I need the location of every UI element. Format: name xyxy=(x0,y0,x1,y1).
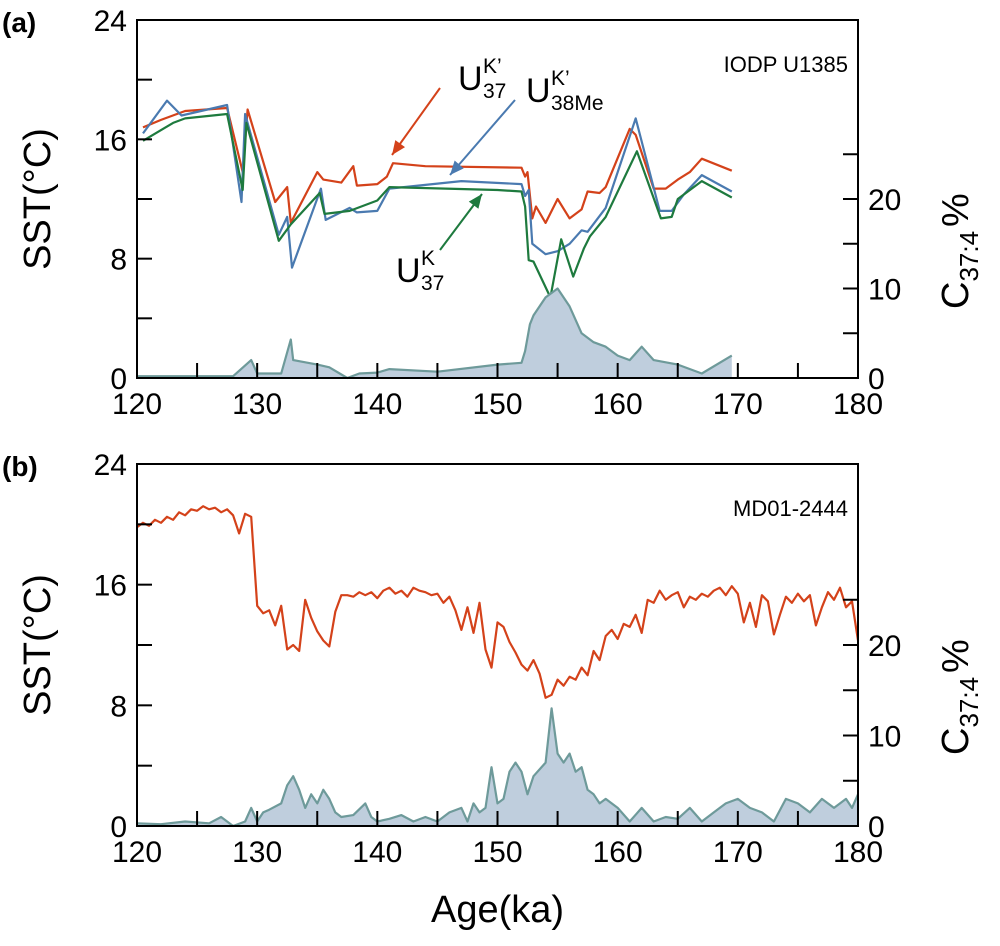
y2-label-sub: 37:4 xyxy=(954,677,984,728)
x-tick-label: 140 xyxy=(352,836,402,869)
series-label-sub: 37 xyxy=(421,272,444,295)
x-tick-label: 120 xyxy=(112,388,162,421)
series-label-sub: 37 xyxy=(483,80,506,103)
area-line xyxy=(136,707,860,828)
y-tick-label: 16 xyxy=(94,570,127,603)
x-tick-label: 140 xyxy=(352,388,402,421)
x-tick-label: 130 xyxy=(232,836,282,869)
y2-tick-label: 0 xyxy=(868,363,885,396)
y-axis-label: SST(°C) xyxy=(17,128,59,270)
x-tick-label: 150 xyxy=(472,836,522,869)
arrow-head xyxy=(450,160,464,175)
y-tick-label: 24 xyxy=(94,5,127,38)
y2-axis-label: C37:4% xyxy=(935,639,984,755)
y-tick-label: 0 xyxy=(110,363,127,396)
y-axis-label: SST(°C) xyxy=(17,574,59,716)
x-tick-label: 160 xyxy=(593,836,643,869)
x-tick-label: 160 xyxy=(593,388,643,421)
y2-axis-label: C37:4% xyxy=(935,193,984,309)
series-label-base: U xyxy=(526,72,551,110)
site-annotation: IODP U1385 xyxy=(724,52,848,77)
y2-label-base: C xyxy=(935,728,977,755)
y2-tick-label: 10 xyxy=(868,274,901,307)
series-line xyxy=(142,99,733,269)
series-line xyxy=(142,106,733,224)
series-label-sup: K xyxy=(421,247,435,270)
series-line xyxy=(142,112,733,299)
panel-label: (a) xyxy=(2,7,36,38)
x-tick-label: 180 xyxy=(833,836,883,869)
y-tick-label: 16 xyxy=(94,124,127,157)
arrow-line xyxy=(449,99,516,176)
series-line xyxy=(136,505,860,699)
site-annotation: MD01-2444 xyxy=(733,496,848,521)
y-tick-label: 24 xyxy=(94,449,127,482)
y-tick-label: 0 xyxy=(110,811,127,844)
y2-tick-label: 10 xyxy=(868,721,901,754)
area-fill xyxy=(137,708,858,826)
y2-label-tail: % xyxy=(935,193,977,227)
x-axis-label: Age(ka) xyxy=(431,889,564,931)
y-tick-label: 8 xyxy=(110,690,127,723)
y2-tick-label: 0 xyxy=(868,811,885,844)
y2-label-base: C xyxy=(935,282,977,309)
x-tick-label: 170 xyxy=(713,388,763,421)
series-label-sub: 38Me xyxy=(551,92,604,115)
x-tick-label: 130 xyxy=(232,388,282,421)
x-tick-label: 170 xyxy=(713,836,763,869)
y2-label-sub: 37:4 xyxy=(954,231,984,282)
series-label-sup: K’ xyxy=(551,67,570,90)
area-fill xyxy=(137,288,732,378)
x-tick-label: 150 xyxy=(472,388,522,421)
arrow-head xyxy=(468,194,482,209)
y2-tick-label: 20 xyxy=(868,184,901,217)
area-line xyxy=(137,287,733,380)
y2-label-tail: % xyxy=(935,639,977,673)
x-tick-label: 120 xyxy=(112,836,162,869)
series-label-sup: K’ xyxy=(483,55,502,78)
y2-tick-label: 20 xyxy=(868,630,901,663)
series-label-base: U xyxy=(458,60,483,98)
arrow-head xyxy=(392,140,406,155)
y-tick-label: 8 xyxy=(110,244,127,277)
x-tick-label: 180 xyxy=(833,388,883,421)
panel-label: (b) xyxy=(2,451,38,482)
series-label-base: U xyxy=(396,252,421,290)
